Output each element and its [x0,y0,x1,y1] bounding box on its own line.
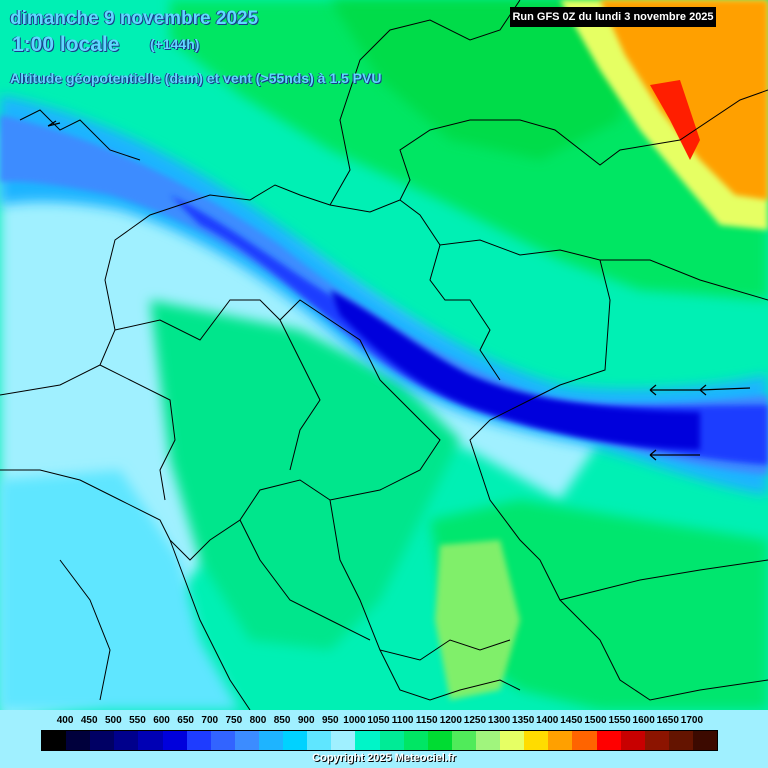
wind-barbs [47,120,751,461]
legend-swatch [42,731,67,750]
legend-label: 1250 [463,715,487,726]
legend-swatch [500,731,525,750]
legend-swatch [548,731,573,750]
legend-label: 1150 [415,715,438,726]
legend-label: 700 [201,715,219,726]
legend-label: 1200 [439,715,462,726]
legend-label: 1450 [560,715,583,726]
legend-swatch [210,731,235,750]
legend-swatch [451,731,476,750]
legend-label: 500 [104,715,122,726]
southeast-green [430,500,768,710]
legend-swatch [162,731,187,750]
legend-swatch [258,731,284,750]
legend-label: 1500 [584,715,607,726]
north-deep-green [330,0,640,160]
jet-core [330,290,700,450]
copyright: Copyright 2025 Meteociel.fr [312,752,456,764]
southwest-cyan [0,470,240,710]
legend-label: 1400 [536,715,559,726]
local-time: 1:00 locale [12,33,120,56]
jet-middle-band [0,115,768,475]
lead-time: (+144h) [150,36,200,52]
legend-swatch [379,731,404,750]
legend-label: 1050 [367,715,390,726]
legend-label: 900 [297,715,315,726]
legend-label: 850 [273,715,291,726]
legend-swatch [114,731,139,750]
legend-label: 950 [321,715,339,726]
legend-label: 1700 [680,715,704,726]
legend-swatch [644,731,669,750]
legend-swatch [596,731,621,750]
legend-swatch [668,731,693,750]
alps-lightgreen [435,540,520,700]
legend-swatch [475,731,501,750]
legend-labels: 400 450 500 550 600 650 700 750 800 850 900 950 1000… [54,715,716,729]
legend-label: 400 [56,715,74,726]
legend-label: 1300 [487,715,511,726]
run-info: Run GFS 0Z du lundi 3 novembre 2025 [510,7,716,27]
legend-swatch [524,731,549,750]
legend-swatch [355,731,380,750]
legend-label: 1350 [512,715,535,726]
legend-swatch [234,731,259,750]
legend-swatch [692,731,718,750]
legend-swatch [620,731,645,750]
legend-swatch [90,731,115,750]
legend-swatch [403,731,428,750]
legend-swatch [138,731,163,750]
legend-swatch [572,731,597,750]
map-borders [0,0,768,711]
parameter-description: Altitude géopotentielle (dam) et vent (>… [10,70,382,86]
legend-swatch [331,731,356,750]
legend-swatch [307,731,332,750]
legend-label: 1100 [391,715,414,726]
legend-swatch [283,731,308,750]
legend-label: 750 [225,715,243,726]
legend-color-scale [41,730,718,751]
jet-inner-band [170,195,768,465]
legend-label: 1600 [632,715,655,726]
legend-swatch [427,731,452,750]
ridge-red-core [650,80,700,160]
legend-swatch [66,731,91,750]
legend-label: 600 [153,715,170,726]
legend-label: 1000 [343,715,366,726]
legend-label: 800 [249,715,267,726]
legend-label: 650 [177,715,194,726]
legend-swatch [186,731,211,750]
legend-label: 450 [80,715,98,726]
central-green [150,300,460,650]
legend-label: 1550 [608,715,631,726]
forecast-date: dimanche 9 novembre 2025 [10,8,259,29]
legend-label: 550 [129,715,146,726]
legend-label: 1650 [656,715,679,726]
